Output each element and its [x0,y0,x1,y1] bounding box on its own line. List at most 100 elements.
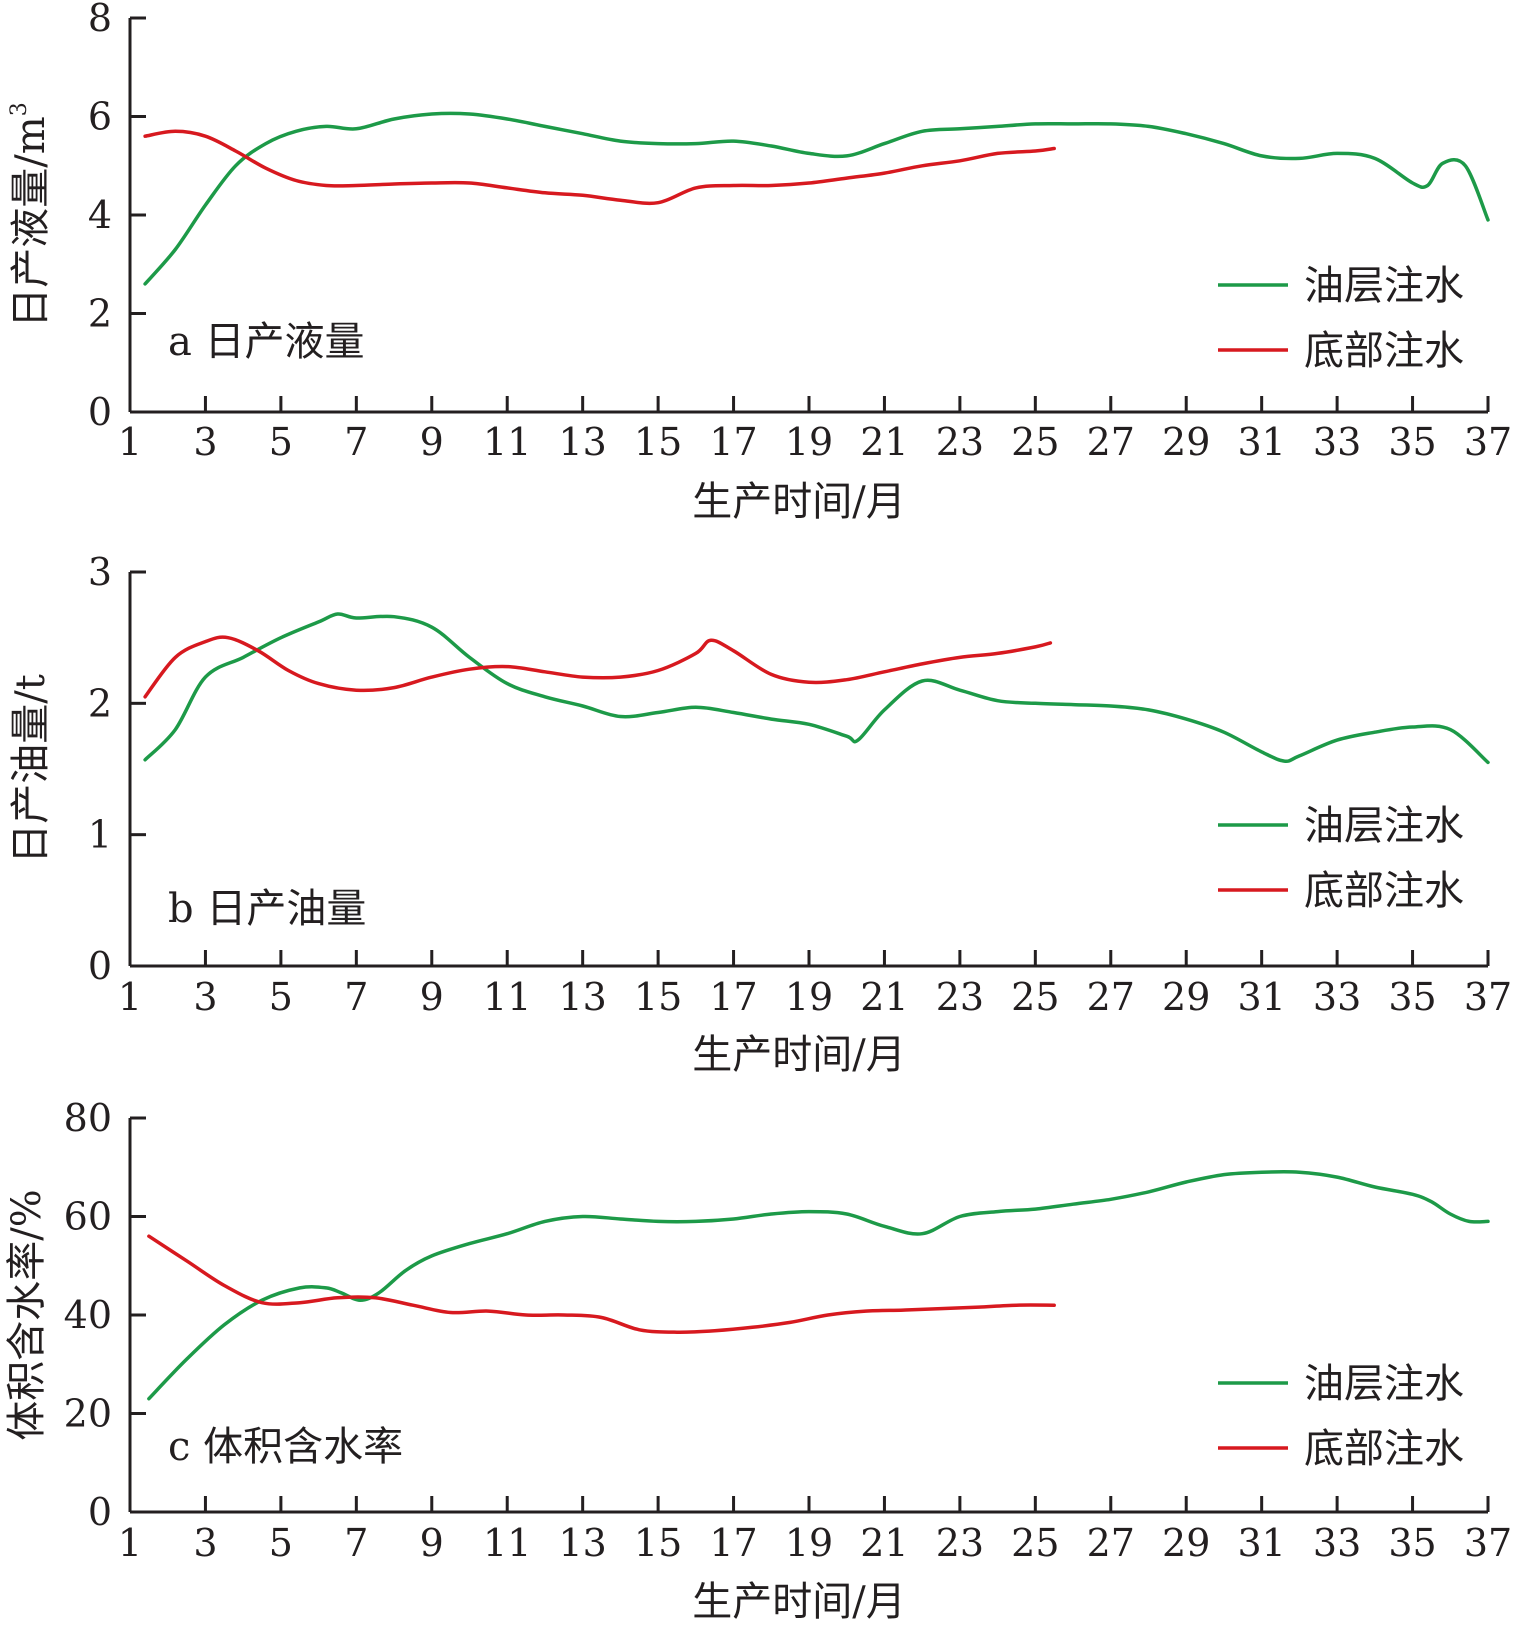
y-axis-title: 日产油量/t [8,674,54,864]
x-tick-label: 11 [483,1521,531,1565]
x-tick-label: 13 [558,975,606,1019]
x-tick-label: 19 [785,975,833,1019]
y-tick-label: 80 [64,1096,112,1140]
x-tick-label: 11 [483,420,531,464]
x-tick-label: 27 [1087,1521,1135,1565]
x-tick-label: 15 [634,975,682,1019]
x-tick-label: 17 [709,1521,757,1565]
x-tick-label: 3 [193,975,217,1019]
y-tick-label: 0 [88,1490,112,1534]
y-tick-label: 2 [88,292,112,336]
series-line-oil-layer [147,1169,1490,1401]
series-line-bottom [143,129,1056,206]
x-tick-label: 25 [1011,1521,1059,1565]
y-tick-label: 20 [64,1392,112,1436]
x-tick-label: 33 [1313,1521,1361,1565]
panel-label: c 体积含水率 [168,1424,403,1470]
legend-label-bottom: 底部注水 [1304,1426,1464,1472]
series-line-oil-layer [143,111,1490,286]
x-tick-label: 15 [634,420,682,464]
x-tick-label: 17 [709,975,757,1019]
x-tick-label: 27 [1087,420,1135,464]
x-tick-label: 13 [558,1521,606,1565]
y-tick-label: 4 [88,193,112,237]
x-tick-label: 1 [118,975,142,1019]
y-tick-label: 60 [64,1195,112,1239]
y-axis-title-text: 日产油量/t [8,674,54,864]
x-tick-label: 31 [1237,975,1285,1019]
x-tick-label: 15 [634,1521,682,1565]
x-tick-label: 23 [936,975,984,1019]
x-tick-label: 1 [118,1521,142,1565]
series-line-bottom [143,635,1053,699]
y-tick-label: 8 [88,0,112,40]
x-tick-label: 19 [785,420,833,464]
x-tick-label: 33 [1313,975,1361,1019]
x-tick-label: 3 [193,1521,217,1565]
x-tick-label: 23 [936,1521,984,1565]
x-tick-label: 29 [1162,975,1210,1019]
x-tick-label: 37 [1464,1521,1512,1565]
x-axis-title: 生产时间/月 [692,1579,905,1625]
legend-label-oil-layer: 油层注水 [1304,1361,1464,1407]
x-tick-label: 21 [860,1521,908,1565]
x-tick-label: 7 [344,975,368,1019]
x-tick-label: 29 [1162,420,1210,464]
x-tick-label: 9 [420,420,444,464]
x-tick-label: 35 [1388,420,1436,464]
legend-label-oil-layer: 油层注水 [1304,263,1464,309]
x-tick-label: 31 [1237,1521,1285,1565]
x-tick-label: 31 [1237,420,1285,464]
x-tick-label: 35 [1388,1521,1436,1565]
x-tick-label: 5 [269,420,293,464]
legend-label-bottom: 底部注水 [1304,868,1464,914]
x-tick-label: 1 [118,420,142,464]
x-tick-label: 21 [860,975,908,1019]
x-tick-label: 5 [269,975,293,1019]
panel-label: a 日产液量 [168,319,365,365]
y-axis-title: 日产液量/m3 [7,102,54,327]
x-tick-label: 7 [344,1521,368,1565]
series-line-oil-layer [143,612,1490,765]
x-tick-label: 9 [420,975,444,1019]
x-tick-label: 11 [483,975,531,1019]
y-tick-label: 6 [88,95,112,139]
y-tick-label: 0 [88,944,112,988]
x-tick-label: 29 [1162,1521,1210,1565]
x-axis-title: 生产时间/月 [692,1032,905,1078]
x-tick-label: 19 [785,1521,833,1565]
x-tick-label: 3 [193,420,217,464]
x-tick-label: 17 [709,420,757,464]
x-tick-label: 13 [558,420,606,464]
y-tick-label: 3 [88,550,112,594]
legend-label-oil-layer: 油层注水 [1304,803,1464,849]
panel-label: b 日产油量 [168,886,366,932]
y-axis-title-superscript: 3 [7,102,32,116]
x-tick-label: 35 [1388,975,1436,1019]
x-tick-label: 27 [1087,975,1135,1019]
x-tick-label: 25 [1011,420,1059,464]
x-tick-label: 21 [860,420,908,464]
y-axis-title: 体积含水率/% [4,1189,50,1440]
y-axis-title-text: 体积含水率/% [4,1189,50,1440]
x-tick-label: 37 [1464,420,1512,464]
x-tick-label: 23 [936,420,984,464]
y-tick-label: 40 [64,1293,112,1337]
y-tick-label: 1 [88,813,112,857]
x-tick-label: 25 [1011,975,1059,1019]
x-axis-title: 生产时间/月 [692,479,905,525]
x-tick-label: 37 [1464,975,1512,1019]
y-tick-label: 2 [88,681,112,725]
x-tick-label: 5 [269,1521,293,1565]
x-tick-label: 9 [420,1521,444,1565]
legend-label-bottom: 底部注水 [1304,328,1464,374]
y-axis-title-text: 日产液量/m [8,116,54,327]
series-line-bottom [147,1234,1056,1334]
y-tick-label: 0 [88,390,112,434]
x-tick-label: 33 [1313,420,1361,464]
x-tick-label: 7 [344,420,368,464]
